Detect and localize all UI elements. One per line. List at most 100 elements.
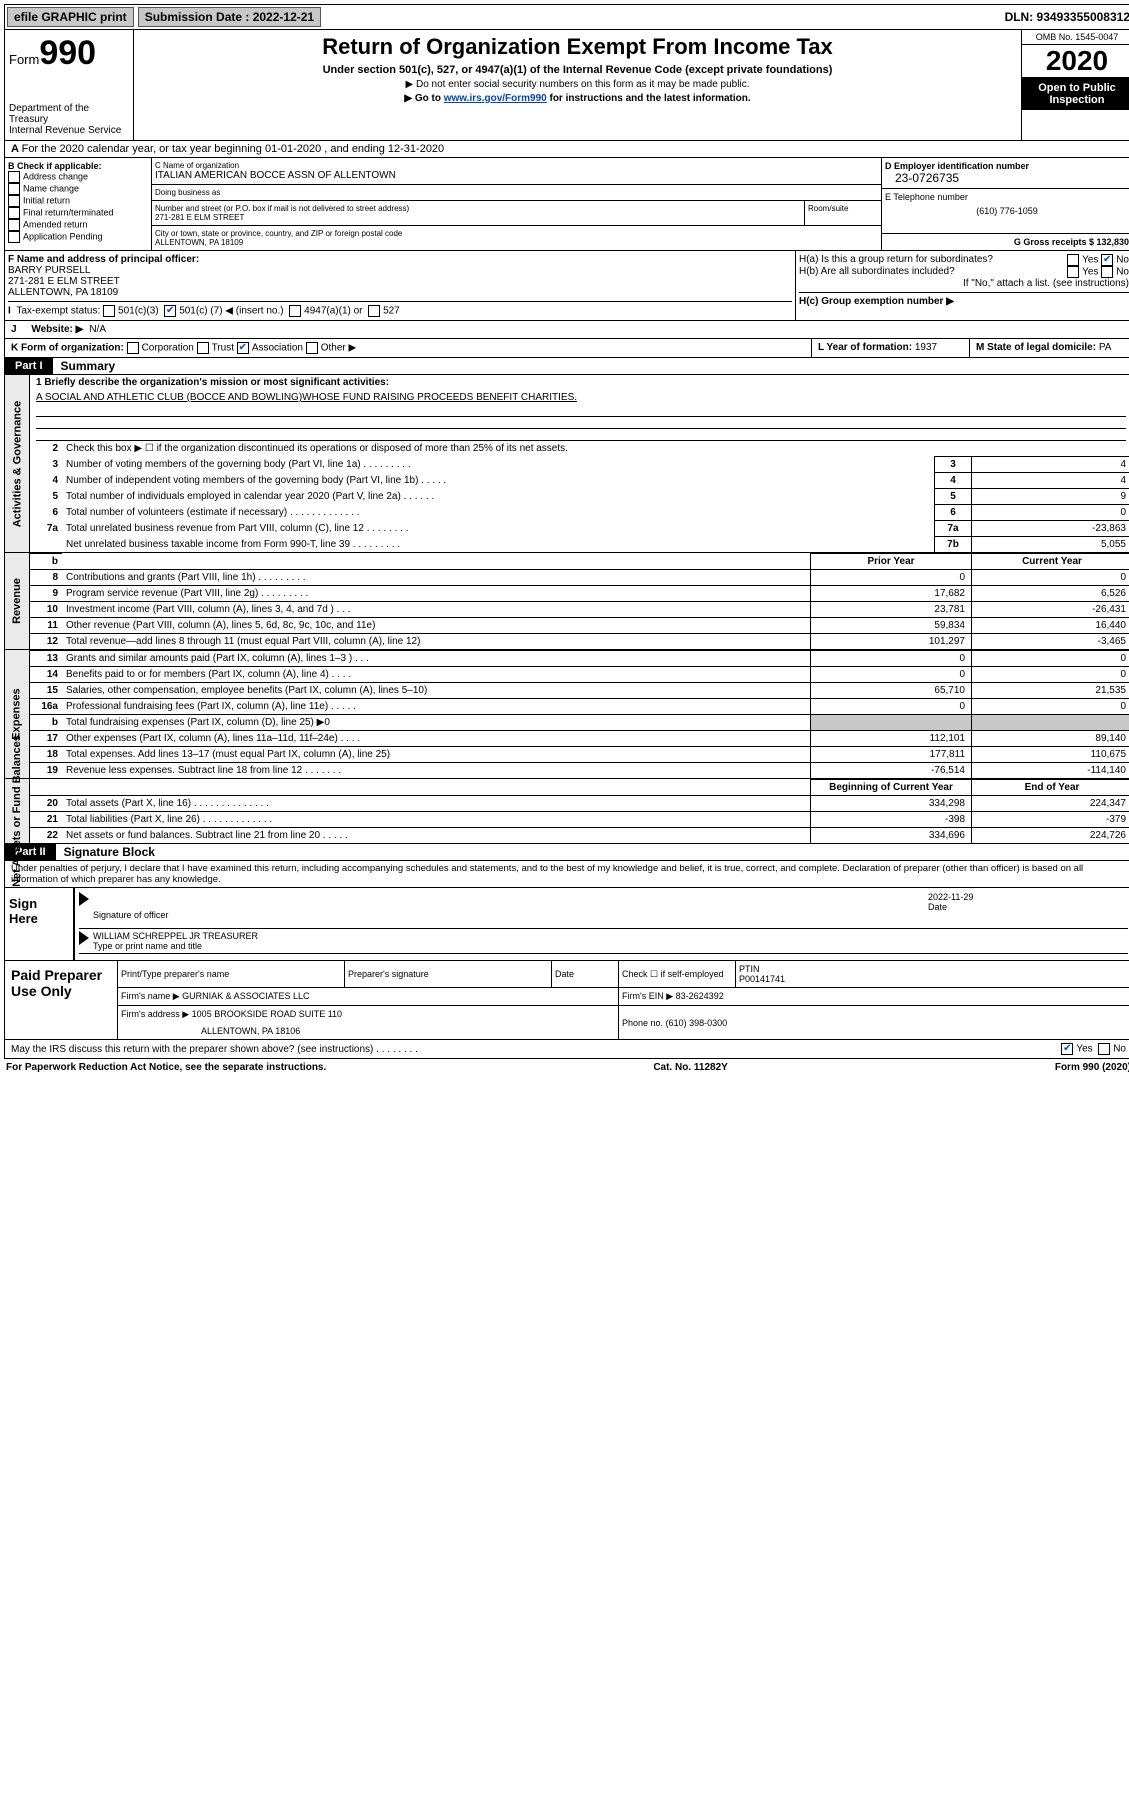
tel-value: (610) 776-1059 [885,202,1129,216]
footer-left: For Paperwork Reduction Act Notice, see … [6,1062,326,1073]
prep-ptin-val: P00141741 [739,974,785,984]
ha-no: No [1116,255,1129,266]
chk-applicable[interactable] [8,183,20,195]
chk-501c3[interactable] [103,305,115,317]
name-label: C Name of organization [155,161,878,170]
preparer-label: Paid Preparer Use Only [5,961,118,1039]
officer-city: ALLENTOWN, PA 18109 [8,287,118,298]
part1-title: Summary [53,359,116,373]
irs-link[interactable]: www.irs.gov/Form990 [444,93,547,104]
prep-h4: Check ☐ if self-employed [619,961,736,988]
dln-label: DLN: 93493355008312 [1005,10,1129,24]
expenses-table: 13Grants and similar amounts paid (Part … [30,650,1129,778]
chk-discuss-no[interactable] [1098,1043,1110,1055]
col-d-block: D Employer identification number 23-0726… [881,158,1129,250]
corp-label: Corporation [142,343,194,354]
chk-other[interactable] [306,342,318,354]
h-note: If "No," attach a list. (see instruction… [799,278,1129,289]
addr-val: 271-281 E ELM STREET [155,213,801,222]
part1-tag: Part I [5,358,53,374]
tax-exempt-label: Tax-exempt status: [16,306,100,317]
prep-h5-cell: PTIN P00141741 [736,961,1129,988]
ha-label: H(a) Is this a group return for subordin… [799,254,993,266]
chk-4947[interactable] [289,305,301,317]
prep-h2: Preparer's signature [345,961,552,988]
period-bar: A For the 2020 calendar year, or tax yea… [4,141,1129,158]
chk-527[interactable] [368,305,380,317]
goto-pre: ▶ Go to [404,93,443,104]
omb-label: OMB No. 1545-0047 [1022,30,1129,45]
chk-trust[interactable] [197,342,209,354]
expenses-section: Expenses 13Grants and similar amounts pa… [4,650,1129,779]
arrow-icon-2 [79,931,89,945]
q1-label: 1 Briefly describe the organization's mi… [36,377,389,388]
form-number: 990 [39,34,96,72]
domicile-label: M State of legal domicile: [976,342,1096,353]
prep-ptin-label: PTIN [739,964,760,974]
501c-post: ) ◀ (insert no.) [219,306,283,317]
chk-ha-yes[interactable] [1067,254,1079,266]
501c3-label: 501(c)(3) [118,306,159,317]
block-bcd: B Check if applicable: Address changeNam… [4,158,1129,251]
ssn-note: ▶ Do not enter social security numbers o… [138,79,1017,90]
chk-applicable[interactable] [8,231,20,243]
sign-block: Sign Here Signature of officer 2022-11-2… [4,888,1129,961]
hb-yes: Yes [1082,267,1098,278]
return-title: Return of Organization Exempt From Incom… [138,34,1017,60]
chk-applicable[interactable] [8,207,20,219]
chk-discuss-yes[interactable]: ✔ [1061,1043,1073,1055]
efile-btn[interactable]: efile GRAPHIC print [7,7,134,27]
revenue-table: bPrior YearCurrent Year8Contributions an… [30,553,1129,649]
527-label: 527 [383,306,400,317]
chk-hb-yes[interactable] [1067,266,1079,278]
sign-date-val: 2022-11-29 [928,892,973,902]
tel-label: E Telephone number [885,192,1129,202]
city-label: City or town, state or province, country… [155,229,878,238]
officer-block: F Name and address of principal officer:… [5,251,795,320]
chk-applicable[interactable] [8,219,20,231]
part2-title: Signature Block [56,845,155,859]
firm-phone-label: Phone no. [622,1018,663,1028]
declaration-text: Under penalties of perjury, I declare th… [4,861,1129,888]
preparer-block: Paid Preparer Use Only Print/Type prepar… [4,961,1129,1040]
other-label: Other ▶ [321,343,356,354]
ein-value: 23-0726735 [885,171,1129,185]
revenue-section: Revenue bPrior YearCurrent Year8Contribu… [4,553,1129,650]
open-inspection: Open to Public Inspection [1022,78,1129,110]
irs-label: Internal Revenue Service [9,125,129,136]
hc-label: H(c) Group exemption number ▶ [799,296,954,307]
chk-corp[interactable] [127,342,139,354]
discuss-q: May the IRS discuss this return with the… [11,1044,418,1055]
website-value: N/A [89,324,106,335]
firm-phone-val: (610) 398-0300 [666,1018,728,1028]
form-org-label: K Form of organization: [11,343,124,354]
officer-name: BARRY PURSELL [8,265,90,276]
footer-right: Form 990 (2020) [1055,1062,1129,1073]
assn-label: Association [252,343,303,354]
discuss-row: May the IRS discuss this return with the… [4,1040,1129,1059]
chk-assn[interactable]: ✔ [237,342,249,354]
chk-applicable[interactable] [8,195,20,207]
4947-label: 4947(a)(1) or [304,306,362,317]
firm-name-val: GURNIAK & ASSOCIATES LLC [182,991,309,1001]
arrow-icon [79,892,89,906]
form-prefix: Form [9,52,39,67]
header-title-block: Return of Organization Exempt From Incom… [134,30,1021,140]
submission-date-btn[interactable]: Submission Date : 2022-12-21 [138,7,321,27]
period-text: For the 2020 calendar year, or tax year … [22,143,445,155]
chk-hb-no[interactable] [1101,266,1113,278]
tax-year: 2020 [1022,45,1129,78]
sign-date-label: Date [928,902,947,912]
officer-label: F Name and address of principal officer: [8,254,199,265]
prep-h3: Date [552,961,619,988]
ha-yes: Yes [1082,255,1098,266]
chk-ha-no[interactable]: ✔ [1101,254,1113,266]
header-right: OMB No. 1545-0047 2020 Open to Public In… [1021,30,1129,140]
chk-applicable[interactable] [8,171,20,183]
ag-vtab: Activities & Governance [5,375,30,552]
firm-addr-label: Firm's address ▶ [121,1009,189,1019]
website-row: J Website: ▶ N/A [4,321,1129,339]
domicile-val: PA [1099,342,1112,353]
room-suite: Room/suite [805,201,881,225]
chk-501c[interactable]: ✔ [164,305,176,317]
